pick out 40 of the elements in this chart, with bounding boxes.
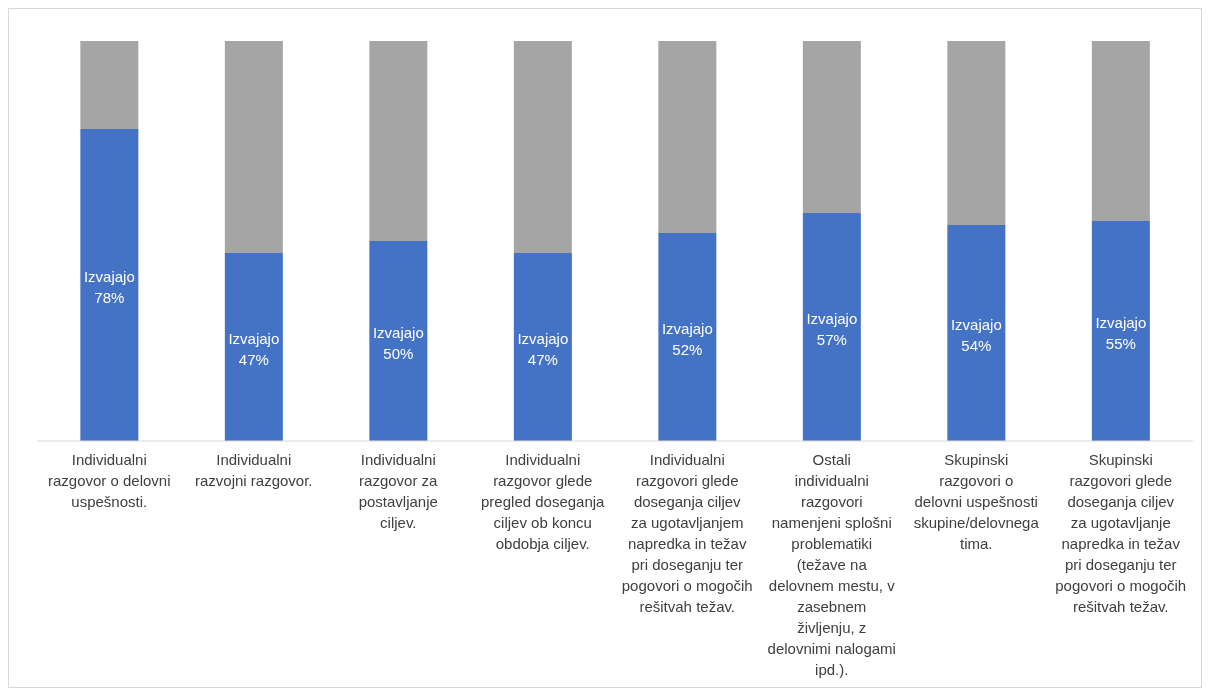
bar bbox=[1091, 41, 1150, 221]
bar bbox=[369, 41, 428, 241]
bar bbox=[1091, 221, 1150, 441]
x-tick-label: Individualni razgovor glede pregled doseganja ciljev ob koncu obdobja ciljev. bbox=[481, 451, 606, 552]
bar bbox=[80, 41, 139, 129]
x-tick-label: Individualni razgovor za postavljanje ciljev. bbox=[358, 451, 439, 531]
text: Izvajajo bbox=[950, 316, 1002, 333]
bar bbox=[513, 41, 572, 253]
category-label: Ostali individualni razgovori namenjeni splošni problematiki (težave na delovnem mestu, v zasebnem življenju, z delovnimi nalogami ipd.). bbox=[767, 451, 896, 678]
bar bbox=[80, 129, 139, 441]
x-tick-label: Individualni razgovor o delovni uspešnosti. bbox=[47, 451, 171, 510]
data-label: 57% bbox=[816, 331, 847, 348]
text: Izvajajo bbox=[661, 320, 713, 337]
x-tick-label: Individualni razgovori glede doseganja ciljev za ugotavljanjem napredka in težav pri doseganju ter pogovori o mogočih rešitvah težav. bbox=[621, 451, 753, 615]
data-label: 47% bbox=[238, 351, 269, 368]
bar bbox=[224, 41, 283, 253]
text: Izvajajo bbox=[806, 310, 858, 327]
bar bbox=[224, 253, 283, 441]
x-tick-label: Skupinski razgovori o delovni uspešnosti skupine/delovnega tima. bbox=[913, 451, 1040, 552]
bar bbox=[802, 41, 861, 213]
x-tick-label: Individualni razvojni razgovor. bbox=[194, 451, 313, 489]
bar bbox=[947, 225, 1006, 441]
data-label: 47% bbox=[527, 351, 558, 368]
data-label: 54% bbox=[961, 337, 992, 354]
data-label: 78% bbox=[94, 289, 125, 306]
text: Izvajajo bbox=[83, 268, 135, 285]
bar bbox=[369, 241, 428, 441]
text: Izvajajo bbox=[1095, 314, 1147, 331]
bar bbox=[802, 213, 861, 441]
x-tick-label: Skupinski razgovori glede doseganja ciljev za ugotavljanje napredka in težav pri doseganju ter pogovori o mogočih rešitvah težav. bbox=[1055, 451, 1187, 615]
bar bbox=[658, 41, 717, 233]
text: Izvajajo bbox=[372, 324, 424, 341]
data-label: 52% bbox=[672, 341, 703, 358]
bar bbox=[947, 41, 1006, 225]
bar bbox=[513, 253, 572, 441]
series-label: Izvajajo bbox=[517, 330, 569, 347]
bar bbox=[658, 233, 717, 441]
data-label: 55% bbox=[1105, 335, 1136, 352]
data-label: 50% bbox=[383, 345, 414, 362]
text: Izvajajo bbox=[228, 330, 280, 347]
